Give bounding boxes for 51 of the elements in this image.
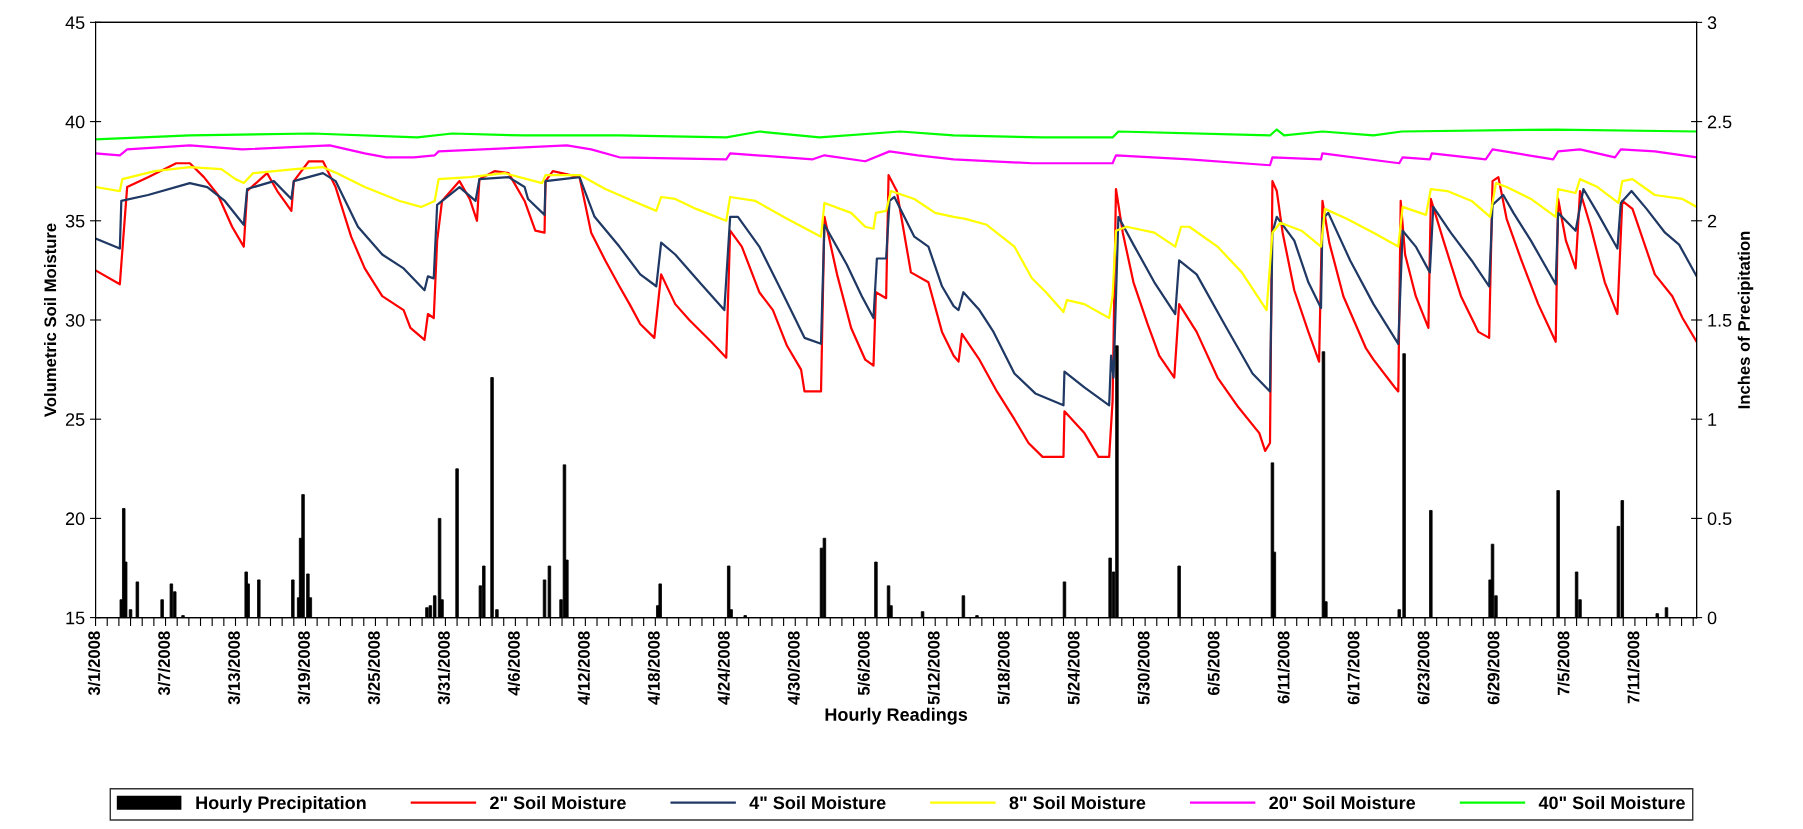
legend-label: 4" Soil Moisture [749, 795, 886, 810]
x-tick-label: 6/17/2008 [1347, 631, 1360, 705]
x-tick-label: 6/11/2008 [1277, 631, 1290, 704]
y-tick-label: 35 [65, 214, 85, 228]
x-tick-label: 6/29/2008 [1487, 631, 1500, 705]
line-series [95, 166, 1697, 320]
x-tick-label: 3/13/2008 [227, 631, 241, 705]
y-axis-title: Volumetric Soil Moisture [43, 223, 57, 417]
legend-label: 2" Soil Moisture [490, 795, 626, 810]
legend-label: 8" Soil Moisture [1009, 795, 1146, 810]
line-series [95, 144, 1697, 167]
y-tick-label: 25 [65, 413, 85, 426]
x-tick-label: 5/6/2008 [857, 631, 870, 696]
legend-label: Hourly Precipitation [196, 795, 366, 813]
x-tick-label: 5/18/2008 [997, 631, 1010, 705]
line-series [95, 160, 1697, 459]
x-tick-label: 4/12/2008 [577, 631, 590, 705]
y2-tick-label: 3 [1707, 16, 1717, 30]
x-tick-label: 3/19/2008 [297, 631, 311, 705]
x-tick-label: 3/7/2008 [157, 631, 171, 696]
y2-tick-label: 2 [1707, 214, 1717, 228]
x-tick-label: 3/25/2008 [367, 631, 381, 705]
x-tick-label: 6/23/2008 [1417, 631, 1430, 705]
x-tick-label: 4/30/2008 [787, 631, 800, 705]
y2-axis-title: Inches of Precipitation [1737, 231, 1754, 409]
x-tick-label: 5/24/2008 [1067, 631, 1080, 705]
legend-label: 40" Soil Moisture [1538, 795, 1685, 810]
x-tick-label: 5/30/2008 [1137, 631, 1150, 705]
legend-label: 20" Soil Moisture [1269, 795, 1416, 810]
x-tick-label: 5/12/2008 [927, 631, 940, 705]
y-tick-label: 40 [65, 115, 85, 129]
y2-tick-label: 2.5 [1707, 115, 1732, 129]
x-tick-label: 4/6/2008 [507, 631, 521, 696]
y-tick-label: 15 [66, 611, 85, 625]
x-tick-label: 3/31/2008 [437, 631, 451, 705]
y2-tick-label: 0.5 [1707, 512, 1732, 526]
y2-tick-label: 1.5 [1708, 314, 1732, 327]
y-tick-label: 45 [65, 16, 85, 30]
x-tick-label: 4/18/2008 [647, 631, 660, 705]
line-series [95, 128, 1697, 141]
x-axis-title: Hourly Readings [825, 707, 968, 725]
y2-tick-label: 0 [1707, 611, 1717, 625]
y2-tick-label: 1 [1708, 413, 1717, 426]
line-series [95, 172, 1697, 407]
x-tick-label: 7/11/2008 [1627, 631, 1640, 704]
x-tick-label: 7/5/2008 [1557, 631, 1570, 695]
x-tick-label: 4/24/2008 [717, 631, 730, 705]
x-tick-label: 3/1/2008 [87, 631, 101, 696]
y-tick-label: 30 [65, 313, 85, 327]
x-tick-label: 6/5/2008 [1207, 631, 1220, 696]
y-tick-label: 20 [65, 512, 85, 526]
